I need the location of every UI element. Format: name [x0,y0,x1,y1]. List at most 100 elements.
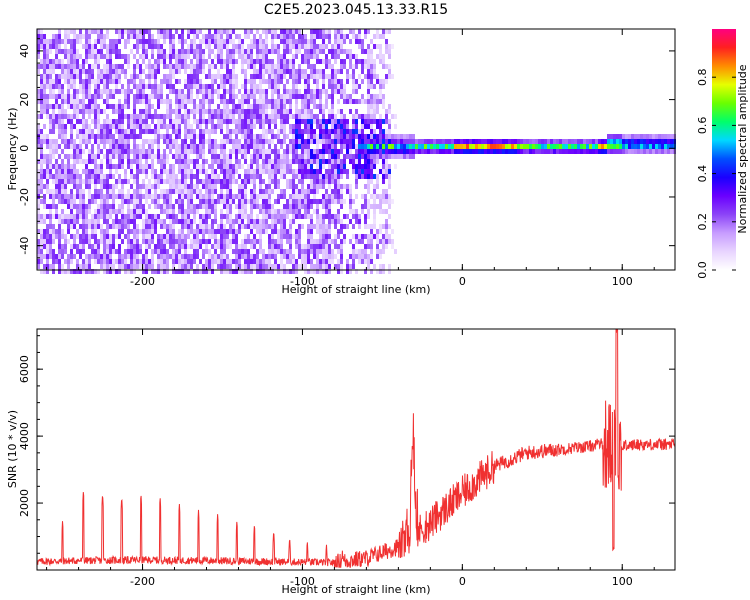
spectrogram-cell [178,69,181,74]
spectrogram-cell [277,229,280,234]
spectrogram-cell [451,139,454,144]
spectrogram-cell [94,199,97,204]
spectrogram-cell [304,159,307,164]
spectrogram-cell [127,94,130,99]
spectrogram-cell [514,149,517,154]
spectrogram-cell [118,134,121,139]
spectrogram-cell [292,89,295,94]
spectrogram-cell [364,154,367,159]
spectrogram-cell [298,214,301,219]
spectrogram-cell [250,189,253,194]
spectrogram-cell [106,154,109,159]
spectrogram-cell [76,169,79,174]
spectrogram-cell [310,234,313,239]
spectrogram-cell [160,154,163,159]
spectrogram-cell [301,144,304,149]
spectrogram-cell [136,254,139,259]
spectrogram-cell [382,134,385,139]
spectrogram-cell [109,269,112,274]
spectrogram-cell [118,244,121,249]
spectrogram-cell [205,229,208,234]
spectrogram-cell [295,134,298,139]
spectrogram-cell [43,39,46,44]
spectrogram-cell [301,119,304,124]
spectrogram-cell [64,114,67,119]
spectrogram-cell [61,139,64,144]
spectrogram-cell [46,144,49,149]
spectrogram-cell [250,219,253,224]
spectrogram-cell [235,229,238,234]
spectrogram-cell [172,144,175,149]
spectrogram-cell [148,29,151,34]
spectrogram-cell [73,49,76,54]
spectrogram-cell [469,144,472,149]
spectrogram-cell [40,239,43,244]
spectrogram-cell [385,64,388,69]
spectrogram-cell [211,129,214,134]
spectrogram-cell [289,144,292,149]
spectrogram-cell [295,84,298,89]
spectrogram-cell [67,164,70,169]
spectrogram-cell [226,99,229,104]
spectrogram-cell [202,269,205,274]
spectrogram-cell [175,124,178,129]
spectrogram-cell [334,154,337,159]
spectrogram-cell [670,149,673,154]
spectrogram-cell [490,144,493,149]
spectrogram-cell [217,104,220,109]
spectrogram-cell [316,179,319,184]
spectrogram-cell [331,249,334,254]
spectrogram-cell [325,259,328,264]
spectrogram-cell [244,29,247,34]
spectrogram-cell [352,209,355,214]
spectrogram-cell [190,199,193,204]
spectrogram-cell [385,244,388,249]
spectrogram-cell [367,69,370,74]
spectrogram-cell [304,194,307,199]
spectrogram-cell [313,254,316,259]
spectrogram-cell [433,149,436,154]
spectrogram-cell [178,154,181,159]
spectrogram-cell [211,74,214,79]
spectrogram-cell [49,229,52,234]
spectrogram-cell [76,94,79,99]
spectrogram-cell [277,269,280,274]
spectrogram-cell [319,179,322,184]
spectrogram-cell [322,59,325,64]
spectrogram-cell [37,44,40,49]
spectrogram-cell [175,269,178,274]
spectrogram-cell [604,144,607,149]
spectrogram-cell [157,149,160,154]
spectrogram-cell [355,79,358,84]
spectrogram-cell [208,174,211,179]
spectrogram-cell [142,164,145,169]
spectrogram-cell [49,189,52,194]
spectrogram-cell [250,164,253,169]
spectrogram-cell [118,189,121,194]
spectrogram-cell [151,184,154,189]
spectrogram-cell [343,134,346,139]
spectrogram-cell [43,184,46,189]
spectrogram-cell [106,84,109,89]
spectrogram-cell [103,239,106,244]
spectrogram-cell [337,109,340,114]
spectrogram-cell [562,149,565,154]
spectrogram-cell [421,144,424,149]
spectrogram-cell [289,129,292,134]
spectrogram-cell [127,29,130,34]
spectrogram-cell [193,204,196,209]
spectrogram-cell [394,139,397,144]
spectrogram-cell [631,139,634,144]
spectrogram-cell [169,239,172,244]
spectrogram-cell [181,239,184,244]
spectrogram-cell [148,34,151,39]
spectrogram-cell [178,39,181,44]
spectrogram-cell [220,99,223,104]
spectrogram-cell [121,124,124,129]
spectrogram-cell [76,269,79,274]
spectrogram-cell [388,154,391,159]
spectrogram-cell [217,29,220,34]
spectrogram-cell [241,104,244,109]
spectrogram-cell [133,174,136,179]
spectrogram-cell [211,194,214,199]
